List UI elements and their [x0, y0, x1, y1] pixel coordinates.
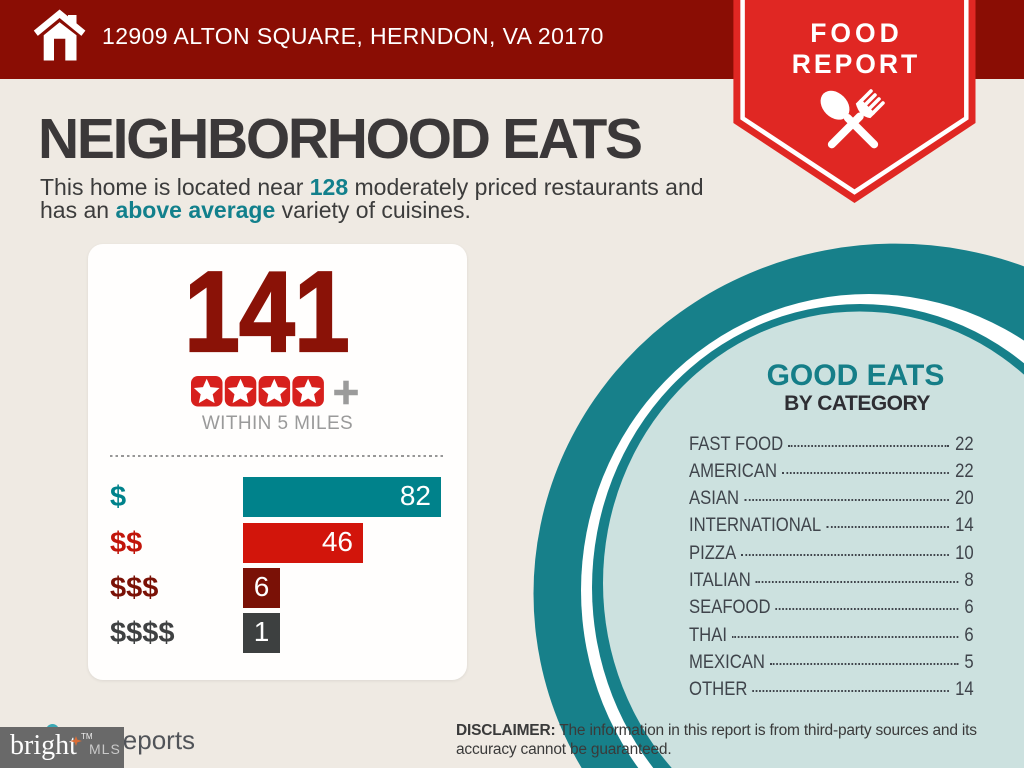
svg-text:FOOD: FOOD: [810, 18, 903, 48]
svg-text:REPORT: REPORT: [792, 49, 920, 79]
